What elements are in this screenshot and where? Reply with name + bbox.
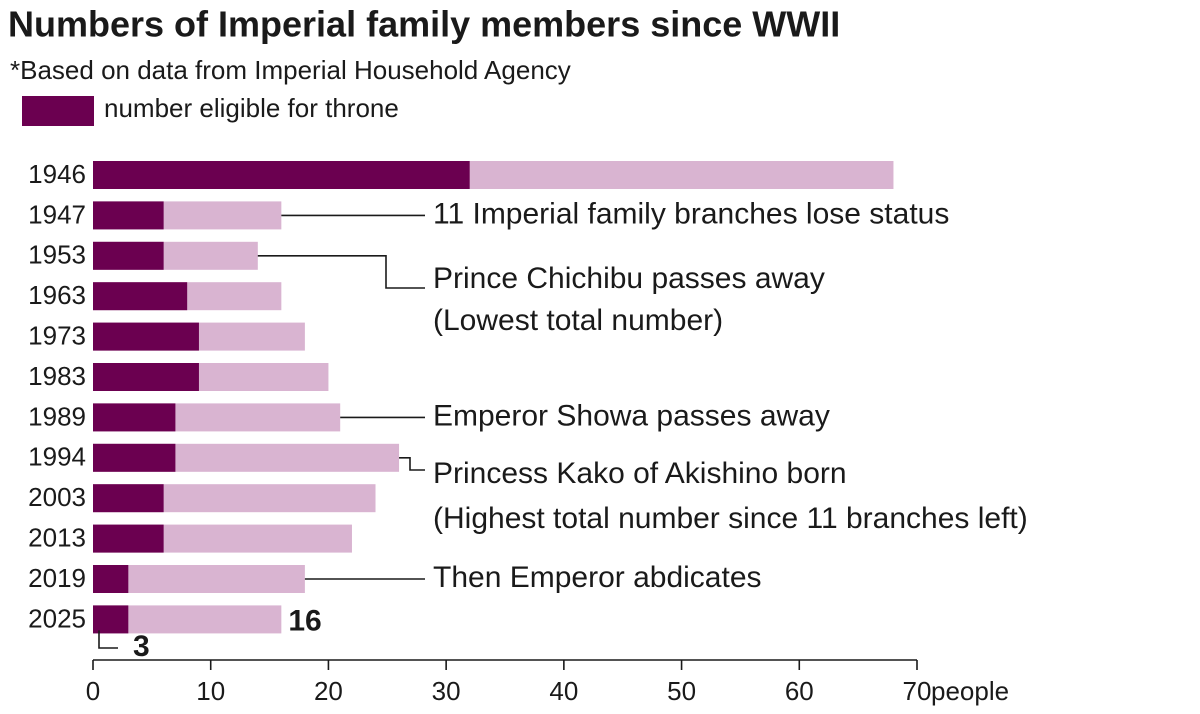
- bar: [93, 161, 470, 189]
- legend-swatch: [22, 96, 94, 126]
- y-tick-label: 2019: [28, 563, 86, 593]
- bar: [93, 241, 164, 270]
- bar: [93, 605, 129, 634]
- chart-subtitle: *Based on data from Imperial Household A…: [10, 55, 571, 85]
- y-tick-label: 1963: [28, 280, 86, 310]
- x-tick-label: 40: [549, 676, 578, 706]
- bar: [93, 322, 199, 351]
- y-tick-label: 2003: [28, 482, 86, 512]
- y-tick-label: 1946: [28, 159, 86, 189]
- x-tick-label: 10: [196, 676, 225, 706]
- x-tick-label: 50: [667, 676, 696, 706]
- bar: [93, 282, 188, 311]
- y-tick-label: 1994: [28, 442, 86, 472]
- bar: [93, 403, 176, 432]
- connector: [98, 630, 118, 649]
- y-tick-label: 2013: [28, 522, 86, 552]
- y-tick-label: 1983: [28, 361, 86, 391]
- y-tick-label: 1947: [28, 199, 86, 229]
- annotation: (Lowest total number): [433, 304, 723, 337]
- bar: [93, 524, 164, 553]
- bar: [93, 484, 164, 513]
- x-tick-label: 20: [314, 676, 343, 706]
- bar: [93, 443, 176, 472]
- annotation: 11 Imperial family branches lose status: [433, 197, 949, 230]
- annotation: Then Emperor abdicates: [433, 561, 762, 594]
- annotation: Princess Kako of Akishino born: [433, 457, 847, 490]
- y-tick-label: 1989: [28, 401, 86, 431]
- bar: [93, 565, 129, 593]
- x-tick-label: 60: [785, 676, 814, 706]
- y-tick-label: 1973: [28, 320, 86, 350]
- legend-label: number eligible for throne: [104, 93, 399, 123]
- connector: [399, 456, 425, 471]
- value-label: 16: [288, 604, 321, 637]
- chart-title: Numbers of Imperial family members since…: [8, 4, 840, 45]
- annotation: (Highest total number since 11 branches …: [433, 502, 1028, 535]
- y-tick-label: 2025: [28, 603, 86, 633]
- bar: [93, 363, 199, 391]
- x-tick-label: 30: [432, 676, 461, 706]
- y-tick-label: 1953: [28, 240, 86, 270]
- annotation: Prince Chichibu passes away: [433, 262, 825, 295]
- annotation: Emperor Showa passes away: [433, 399, 830, 432]
- x-tick-label: 0: [86, 676, 100, 706]
- value-label: 3: [133, 630, 150, 663]
- connector: [257, 255, 425, 289]
- x-axis-label: people: [931, 676, 1009, 706]
- x-tick-label: 70: [903, 676, 932, 706]
- bar: [93, 201, 164, 230]
